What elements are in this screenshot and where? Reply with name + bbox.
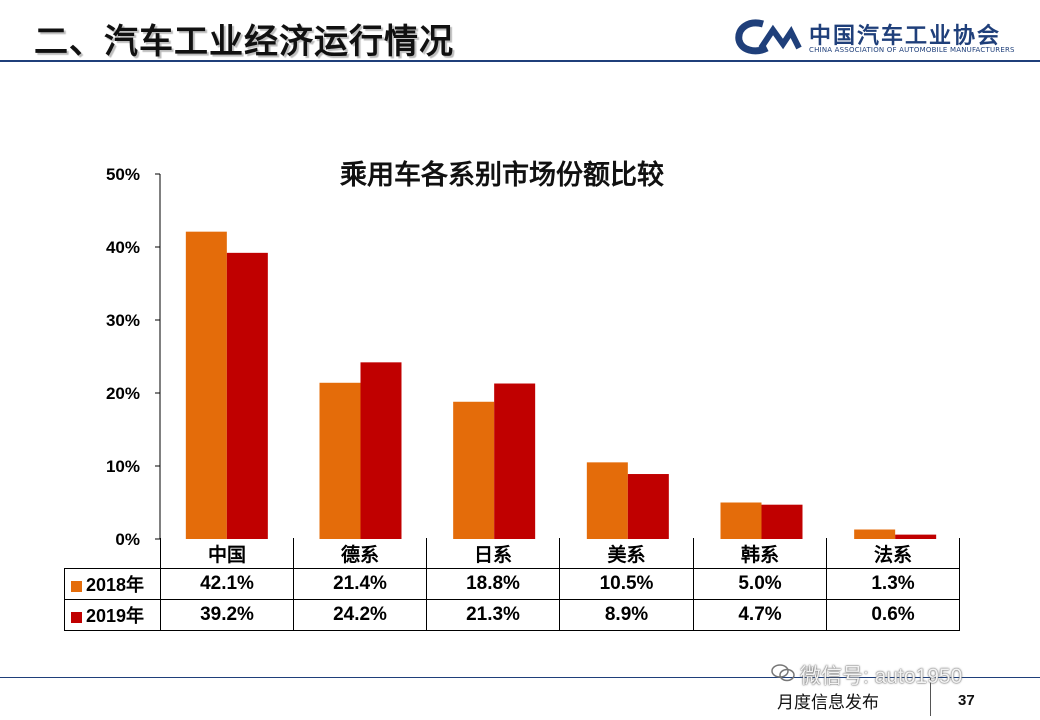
data-label-2019: 0.6% (826, 599, 960, 631)
bar-2019 (226, 252, 268, 539)
category-label: 日系 (426, 538, 560, 569)
legend-2019: 2019年 (64, 599, 161, 631)
table-corner (65, 538, 161, 569)
wechat-icon (771, 664, 795, 682)
y-tick-label: 10% (106, 457, 140, 476)
data-label-2019: 4.7% (693, 599, 827, 631)
category-label: 德系 (293, 538, 427, 569)
bar-2019 (360, 362, 402, 539)
data-label-2018: 10.5% (559, 568, 694, 600)
bar-2018 (586, 462, 628, 539)
category-label: 韩系 (693, 538, 827, 569)
data-label-2018: 5.0% (693, 568, 827, 600)
category-label: 中国 (160, 538, 294, 569)
legend-label-2019: 2019年 (86, 606, 145, 626)
category-label: 法系 (826, 538, 960, 569)
bar-2019 (895, 534, 937, 539)
logo-english-name: CHINA ASSOCIATION OF AUTOMOBILE MANUFACT… (809, 46, 1015, 54)
bar-2018 (453, 401, 495, 539)
bar-2018 (319, 382, 361, 539)
legend-2018: 2018年 (64, 568, 161, 600)
y-tick-label: 30% (106, 311, 140, 330)
chart-title: 乘用车各系别市场份额比较 (340, 160, 664, 191)
data-label-2019: 24.2% (293, 599, 427, 631)
logo-chinese-name: 中国汽车工业协会 (809, 24, 1002, 49)
data-label-2019: 8.9% (559, 599, 694, 631)
legend-swatch-2018 (71, 580, 82, 592)
data-label-2018: 21.4% (293, 568, 427, 600)
table-row-2018: 2018年 42.1% 21.4% 18.8% 10.5% 5.0% 1.3% (64, 568, 960, 600)
category-label: 美系 (559, 538, 694, 569)
data-label-2019: 21.3% (426, 599, 560, 631)
y-tick-label: 0% (115, 530, 140, 549)
data-table: 中国 德系 日系 美系 韩系 法系 2018年 42.1% 21.4% 18.8… (64, 538, 960, 631)
y-tick-label: 40% (106, 238, 140, 257)
footer-divider (0, 677, 1040, 678)
bar-2018 (185, 231, 227, 540)
header-divider (0, 60, 1040, 62)
bar-2019 (761, 504, 803, 539)
legend-swatch-2019 (71, 611, 82, 623)
table-header-row: 中国 德系 日系 美系 韩系 法系 (65, 538, 960, 569)
legend-label-2018: 2018年 (86, 575, 145, 595)
watermark: 微信号: auto1950 (800, 660, 962, 690)
table-row-2019: 2019年 39.2% 24.2% 21.3% 8.9% 4.7% 0.6% (64, 599, 960, 631)
data-label-2018: 18.8% (426, 568, 560, 600)
footer-label: 月度信息发布 (777, 693, 879, 713)
bar-2019 (627, 474, 669, 539)
association-logo: 中国汽车工业协会 CHINA ASSOCIATION OF AUTOMOBILE… (733, 14, 1015, 58)
bar-2018 (854, 529, 896, 539)
bar-2018 (720, 502, 762, 539)
cam-logo-icon (735, 19, 802, 55)
data-table-container: 中国 德系 日系 美系 韩系 法系 2018年 42.1% 21.4% 18.8… (64, 538, 960, 631)
y-tick-label: 50% (106, 165, 140, 184)
y-tick-label: 20% (106, 384, 140, 403)
footer-separator (930, 678, 931, 716)
data-label-2018: 42.1% (160, 568, 294, 600)
data-label-2019: 39.2% (160, 599, 294, 631)
watermark-text: 微信号: auto1950 (800, 665, 963, 688)
bar-2019 (494, 383, 536, 539)
data-label-2018: 1.3% (826, 568, 960, 600)
slide-title: 二、汽车工业经济运行情况 (34, 22, 454, 62)
page-number: 37 (958, 692, 975, 709)
